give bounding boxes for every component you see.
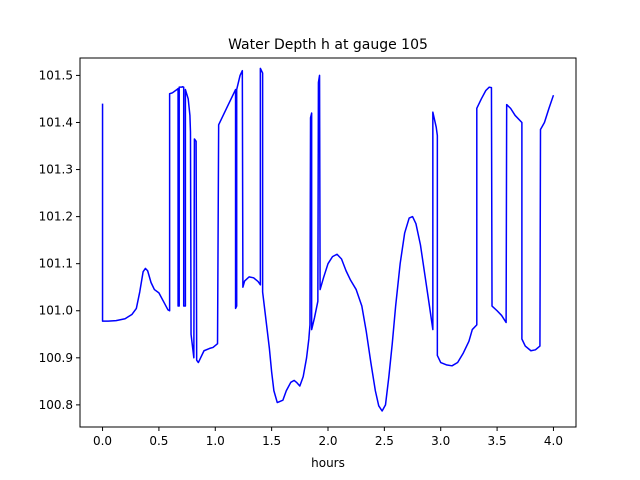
x-tick-label: 3.5 <box>488 434 507 448</box>
x-axis-label: hours <box>311 456 345 470</box>
x-tick-label: 3.0 <box>431 434 450 448</box>
y-tick-label: 101.3 <box>39 163 73 177</box>
y-tick-label: 101.5 <box>39 68 73 82</box>
y-axis-ticks: 100.8 100.9 101.0 101.1 101.2 101.3 101.4 101.5 <box>39 68 80 412</box>
x-axis-ticks: 0.0 0.5 1.0 1.5 2.0 2.5 3.0 3.5 4.0 <box>93 427 563 448</box>
y-tick-label: 101.4 <box>39 115 73 129</box>
chart-title: Water Depth h at gauge 105 <box>228 37 428 53</box>
y-tick-label: 101.2 <box>39 210 73 224</box>
x-tick-label: 4.0 <box>544 434 563 448</box>
y-tick-label: 100.9 <box>39 351 73 365</box>
x-tick-label: 2.0 <box>318 434 337 448</box>
x-tick-label: 1.0 <box>206 434 225 448</box>
x-tick-label: 2.5 <box>375 434 394 448</box>
x-tick-label: 0.5 <box>149 434 168 448</box>
series-line-0 <box>101 67 555 412</box>
y-tick-label: 101.0 <box>39 304 73 318</box>
x-tick-label: 1.5 <box>262 434 281 448</box>
x-tick-label: 0.0 <box>93 434 112 448</box>
plot-area <box>101 67 555 412</box>
y-tick-label: 100.8 <box>39 398 73 412</box>
y-tick-label: 101.1 <box>39 257 73 271</box>
